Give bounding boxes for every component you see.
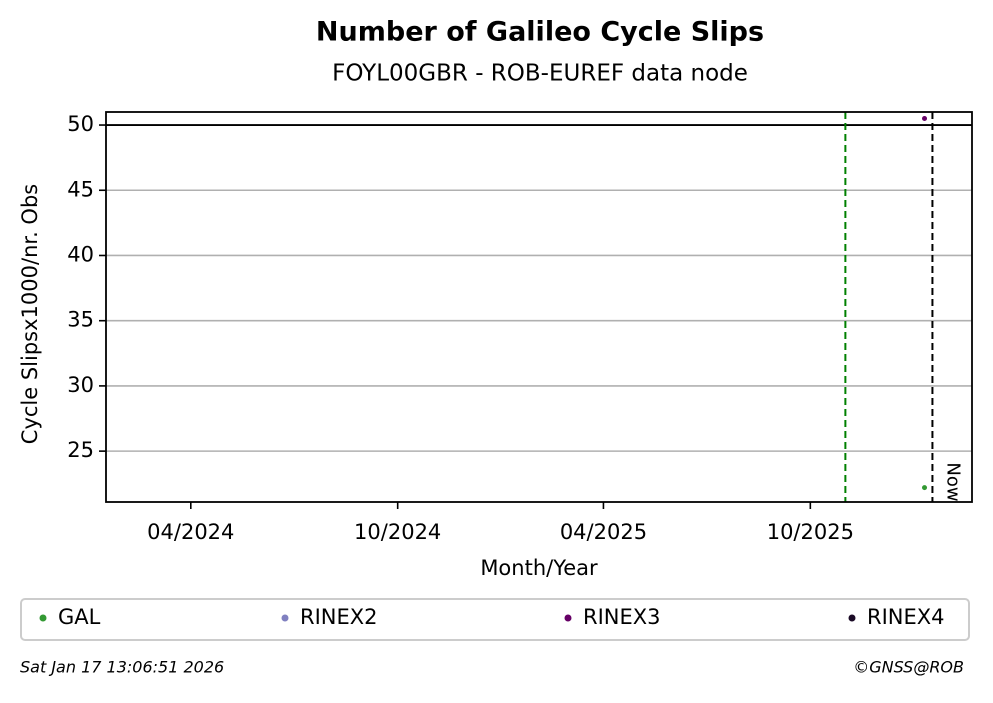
- legend-marker: [281, 614, 289, 622]
- y-tick-label: 25: [67, 438, 94, 462]
- y-axis-label: Cycle Slipsx1000/nr. Obs: [18, 184, 42, 444]
- chart-title: Number of Galileo Cycle Slips: [316, 17, 764, 48]
- footer-credit: ©GNSS@ROB: [853, 658, 964, 677]
- data-point: [922, 116, 928, 122]
- vertical-marker-label: Now: [942, 462, 963, 501]
- plot-frame: [105, 111, 973, 503]
- legend-label: RINEX4: [867, 605, 945, 629]
- y-tick-label: 30: [67, 373, 94, 397]
- data-point: [922, 485, 928, 491]
- x-axis-label: Month/Year: [480, 556, 598, 580]
- legend-label: GAL: [58, 605, 101, 629]
- y-tick-label: 45: [67, 177, 94, 201]
- legend-label: RINEX2: [300, 605, 378, 629]
- legend-box: [20, 598, 970, 641]
- x-tick-label: 10/2025: [767, 520, 854, 544]
- legend-marker: [564, 614, 572, 622]
- y-tick-label: 50: [67, 112, 94, 136]
- legend-marker: [39, 614, 47, 622]
- x-tick-label: 04/2025: [560, 520, 647, 544]
- legend-label: RINEX3: [583, 605, 661, 629]
- y-tick-label: 35: [67, 308, 94, 332]
- chart-subtitle: FOYL00GBR - ROB-EUREF data node: [332, 61, 748, 87]
- footer-date: Sat Jan 17 13:06:51 2026: [20, 658, 224, 677]
- y-tick-label: 40: [67, 242, 94, 266]
- legend-marker: [848, 614, 856, 622]
- x-tick-label: 10/2024: [354, 520, 441, 544]
- x-tick-label: 04/2024: [147, 520, 234, 544]
